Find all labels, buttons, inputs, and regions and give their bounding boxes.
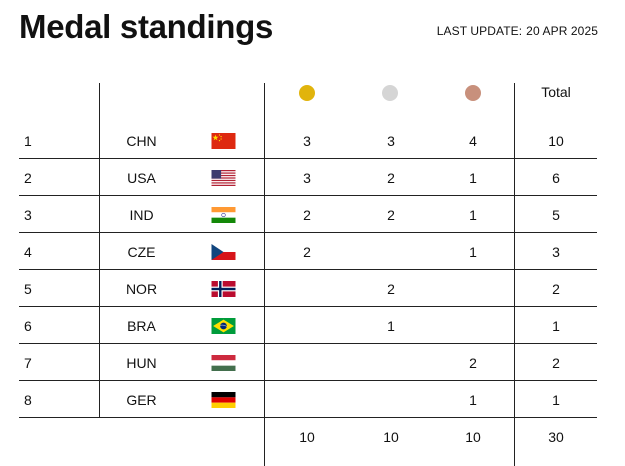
country-code: NOR bbox=[125, 280, 158, 297]
divider-medals-total bbox=[514, 83, 515, 466]
bronze-count bbox=[433, 307, 513, 344]
bronze-count: 1 bbox=[469, 169, 477, 186]
total-count: 2 bbox=[552, 280, 560, 297]
rank-cell: 1 bbox=[24, 132, 32, 149]
hungary-flag-icon bbox=[211, 344, 236, 381]
bronze-count: 1 bbox=[469, 391, 477, 408]
country-code: HUN bbox=[126, 354, 157, 371]
total-count: 5 bbox=[552, 206, 560, 223]
gold-medal-icon bbox=[299, 85, 315, 101]
total-column-header: Total bbox=[541, 84, 571, 100]
bronze-count: 4 bbox=[469, 132, 477, 149]
country-code: CZE bbox=[127, 243, 156, 260]
divider-country-medals bbox=[264, 83, 265, 466]
silver-count bbox=[349, 344, 433, 381]
czech-flag-icon bbox=[211, 233, 236, 270]
india-flag-icon bbox=[211, 196, 236, 233]
row-divider bbox=[19, 380, 597, 381]
bronze-count: 1 bbox=[469, 243, 477, 260]
gold-count bbox=[265, 307, 349, 344]
gold-count: 2 bbox=[303, 206, 311, 223]
gold-count bbox=[265, 344, 349, 381]
total-count: 2 bbox=[552, 354, 560, 371]
rank-cell: 2 bbox=[24, 169, 32, 186]
divider-rank-country bbox=[99, 83, 100, 418]
total-count: 10 bbox=[548, 132, 564, 149]
brazil-flag-icon bbox=[211, 307, 236, 344]
rank-cell: 6 bbox=[24, 317, 32, 334]
country-code: IND bbox=[129, 206, 154, 223]
silver-count bbox=[349, 233, 433, 270]
country-code: GER bbox=[126, 391, 157, 408]
gold-count: 2 bbox=[303, 243, 311, 260]
total-bronze: 10 bbox=[465, 428, 481, 445]
row-divider bbox=[19, 417, 597, 418]
total-count: 1 bbox=[552, 391, 560, 408]
total-count: 6 bbox=[552, 169, 560, 186]
silver-count: 3 bbox=[387, 132, 395, 149]
row-divider bbox=[19, 232, 597, 233]
bronze-count bbox=[433, 270, 513, 307]
bronze-count: 2 bbox=[469, 354, 477, 371]
silver-count: 1 bbox=[387, 317, 395, 334]
rank-cell: 7 bbox=[24, 354, 32, 371]
silver-count: 2 bbox=[387, 280, 395, 297]
silver-count: 2 bbox=[387, 169, 395, 186]
row-divider bbox=[19, 158, 597, 159]
silver-medal-icon bbox=[382, 85, 398, 101]
rank-cell: 5 bbox=[24, 280, 32, 297]
silver-count: 2 bbox=[387, 206, 395, 223]
last-update-label: LAST UPDATE: bbox=[436, 24, 523, 38]
gold-count bbox=[265, 270, 349, 307]
page-title: Medal standings bbox=[19, 8, 274, 45]
row-divider bbox=[19, 306, 597, 307]
china-flag-icon bbox=[211, 122, 236, 159]
last-update-date: 20 APR 2025 bbox=[526, 24, 598, 38]
gold-count: 3 bbox=[303, 169, 311, 186]
silver-count bbox=[349, 381, 433, 418]
country-code: CHN bbox=[126, 132, 157, 149]
row-divider bbox=[19, 343, 597, 344]
gold-count bbox=[265, 381, 349, 418]
norway-flag-icon bbox=[211, 270, 236, 307]
usa-flag-icon bbox=[211, 159, 236, 196]
germany-flag-icon bbox=[211, 381, 236, 418]
last-update: LAST UPDATE: 20 APR 2025 bbox=[437, 24, 598, 38]
bronze-count: 1 bbox=[469, 206, 477, 223]
bronze-medal-icon bbox=[465, 85, 481, 101]
rank-cell: 4 bbox=[24, 243, 32, 260]
total-count: 3 bbox=[552, 243, 560, 260]
row-divider bbox=[19, 195, 597, 196]
gold-count: 3 bbox=[303, 132, 311, 149]
grand-total: 30 bbox=[548, 428, 564, 445]
rank-cell: 8 bbox=[24, 391, 32, 408]
rank-cell: 3 bbox=[24, 206, 32, 223]
total-count: 1 bbox=[552, 317, 560, 334]
country-code: BRA bbox=[127, 317, 156, 334]
row-divider bbox=[19, 269, 597, 270]
total-gold: 10 bbox=[299, 428, 315, 445]
total-silver: 10 bbox=[383, 428, 399, 445]
country-code: USA bbox=[127, 169, 156, 186]
